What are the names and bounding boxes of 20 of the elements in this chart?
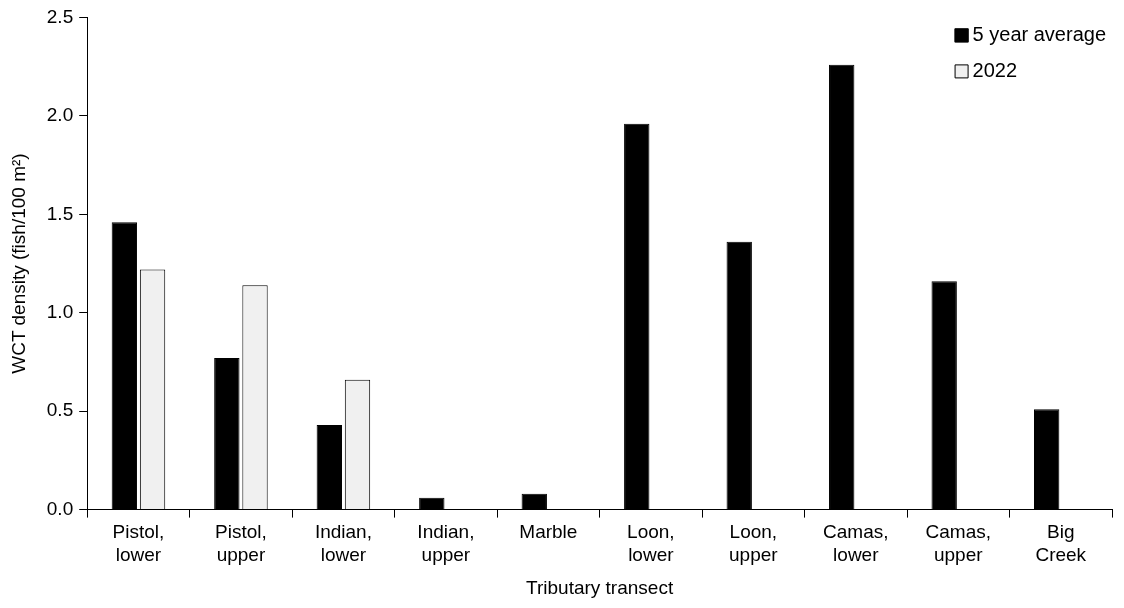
x-tick-label: Marble bbox=[519, 521, 578, 543]
y-axis-title: WCT density (fish/100 m²) bbox=[7, 153, 29, 374]
y-tick-label: 2.0 bbox=[46, 104, 74, 126]
x-tick-label: Indian, lower bbox=[314, 521, 372, 566]
x-tick-label: Loon, upper bbox=[729, 521, 779, 566]
x-tick-label: Loon, lower bbox=[627, 521, 675, 566]
x-tick-label: Big Creek bbox=[1035, 521, 1087, 566]
y-tick-label: 1.0 bbox=[46, 300, 74, 322]
y-tick-label: 2.5 bbox=[46, 5, 74, 27]
x-tick-label: Camas, lower bbox=[823, 521, 889, 566]
legend-label: 2022 bbox=[972, 58, 1018, 81]
x-axis-title: Tributary transect bbox=[526, 576, 674, 598]
x-tick-label: Camas, upper bbox=[925, 521, 992, 566]
legend-label: 5 year average bbox=[972, 22, 1106, 45]
y-tick-label: 0.5 bbox=[46, 399, 74, 421]
x-tick-label: Pistol, upper bbox=[215, 521, 267, 566]
x-tick-label: Pistol, lower bbox=[112, 521, 165, 566]
y-tick-label: 0.0 bbox=[46, 497, 74, 519]
y-tick-label: 1.5 bbox=[46, 202, 74, 224]
x-tick-label: Indian, upper bbox=[417, 521, 475, 566]
